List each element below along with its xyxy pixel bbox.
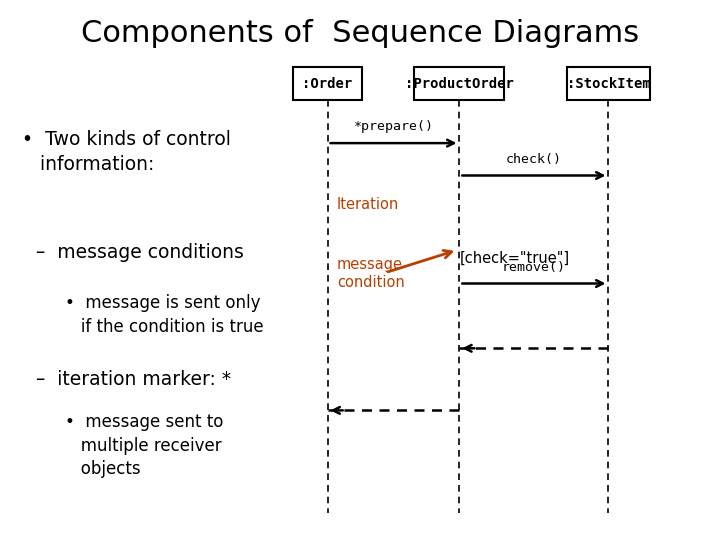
- Text: check(): check(): [506, 153, 562, 166]
- Text: :Order: :Order: [302, 77, 353, 91]
- Text: •  message sent to
   multiple receiver
   objects: • message sent to multiple receiver obje…: [65, 413, 223, 478]
- Bar: [294, 67, 362, 100]
- Text: :ProductOrder: :ProductOrder: [405, 77, 514, 91]
- Text: *prepare(): *prepare(): [354, 120, 433, 133]
- Text: Components of  Sequence Diagrams: Components of Sequence Diagrams: [81, 19, 639, 48]
- Text: remove(): remove(): [502, 261, 566, 274]
- Text: –  iteration marker: *: – iteration marker: *: [36, 370, 231, 389]
- Text: Iteration: Iteration: [337, 197, 399, 212]
- Text: –  message conditions: – message conditions: [36, 243, 244, 262]
- Text: :StockItem: :StockItem: [567, 77, 650, 91]
- Bar: [567, 67, 649, 100]
- Text: message
condition: message condition: [337, 256, 405, 290]
- Text: [check="true"]: [check="true"]: [459, 251, 570, 266]
- Text: •  message is sent only
   if the condition is true: • message is sent only if the condition …: [65, 294, 264, 336]
- Text: •  Two kinds of control
   information:: • Two kinds of control information:: [22, 130, 230, 173]
- Bar: [415, 67, 504, 100]
